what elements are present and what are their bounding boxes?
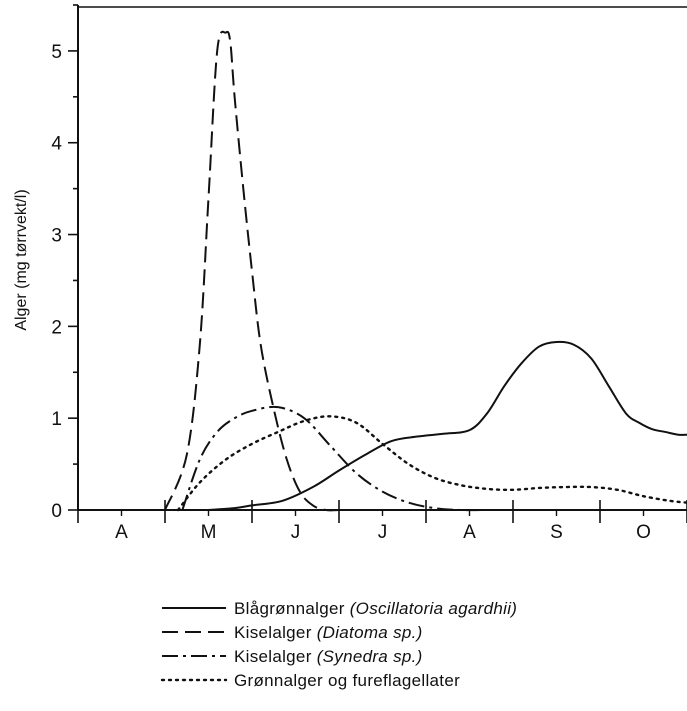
y-tick-label: 2	[51, 317, 62, 338]
legend-label: Grønnalger og fureflagellater	[234, 671, 460, 690]
y-tick-label: 0	[51, 501, 62, 522]
y-axis-title: Alger (mg tørrvekt/l)	[13, 189, 30, 330]
y-ticks: 0 1 2 3 4 5	[51, 4, 78, 522]
y-tick-label: 5	[51, 42, 62, 63]
x-tick-label: J	[378, 522, 388, 543]
series-lines	[164, 30, 687, 512]
legend-label: Kiselalger (Diatoma sp.)	[234, 623, 423, 642]
series-line-oscillatoria	[208, 340, 687, 511]
x-tick-label: S	[550, 522, 563, 543]
x-tick-label: O	[636, 522, 651, 543]
y-tick-label: 4	[51, 134, 62, 155]
legend: Blågrønnalger (Oscillatoria agardhii) Kis…	[160, 599, 517, 690]
x-tick-label: A	[463, 522, 476, 543]
x-tick-label: A	[115, 522, 128, 543]
series-line-diatoma	[164, 30, 340, 512]
series-line-gronnalger	[176, 415, 687, 512]
x-tick-label: J	[291, 522, 301, 543]
x-tick-label: M	[201, 522, 217, 543]
legend-label: Kiselalger (Synedra sp.)	[234, 647, 423, 666]
series-line-synedra	[181, 405, 487, 512]
axes	[77, 5, 687, 511]
y-tick-label: 1	[51, 409, 62, 430]
y-tick-label: 3	[51, 226, 62, 247]
legend-label: Blågrønnalger (Oscillatoria agardhii)	[234, 599, 517, 618]
